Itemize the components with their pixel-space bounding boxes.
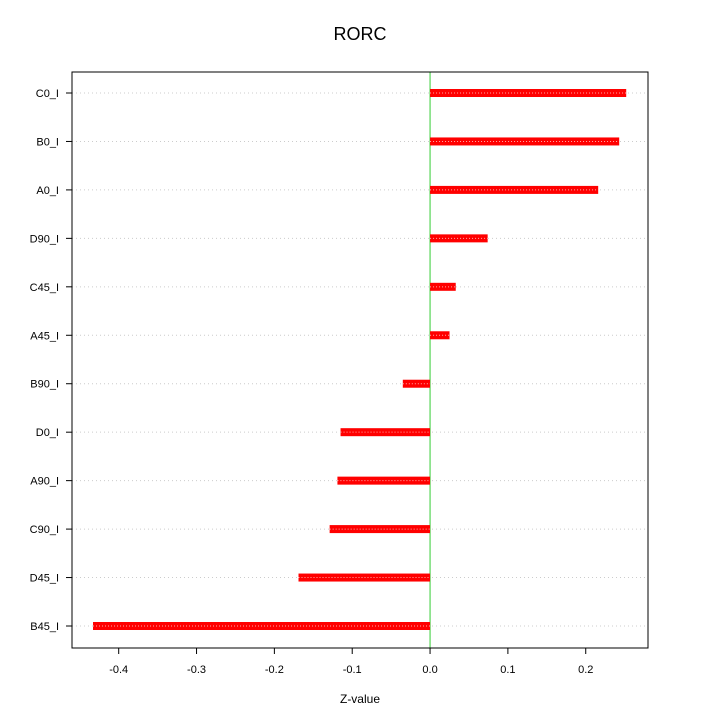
chart-title: RORC [334,24,387,44]
bar-D90_I [430,234,488,243]
bar-A90_I [337,476,431,485]
x-tick-label: 0.2 [578,664,593,676]
y-tick-label: C0_I [36,88,59,100]
y-axis: C0_I B0_I A0_I D90_I C45_I A45_I B90_I D0_I A90_… [30,88,72,633]
bar-B90_I [402,379,431,388]
y-tick-label: C45_I [30,282,59,294]
y-tick-label: A0_I [36,185,59,197]
x-axis-title: Z-value [340,692,380,706]
bars [93,89,627,630]
bar-D45_I [298,573,431,582]
x-tick-label: 0.1 [500,664,515,676]
bar-C0_I [430,89,627,97]
y-tick-label: D45_I [30,573,59,585]
x-axis: -0.4 -0.3 -0.2 -0.1 0.0 0.1 0.2 [109,647,593,676]
y-tick-label: A45_I [30,330,59,342]
y-tick-label: A90_I [30,476,59,488]
y-tick-label: D90_I [30,233,59,245]
bar-D0_I [340,428,431,437]
bar-B0_I [430,137,620,146]
x-tick-label: 0.0 [422,664,437,676]
x-tick-label: -0.1 [343,664,362,676]
y-tick-label: B0_I [36,136,59,148]
grid-lines [72,92,648,627]
bar-C90_I [329,525,431,534]
x-tick-label: -0.3 [187,664,206,676]
y-tick-label: D0_I [36,427,59,439]
x-tick-label: -0.4 [109,664,128,676]
x-tick-label: -0.2 [265,664,284,676]
y-tick-label: C90_I [30,524,59,536]
y-tick-label: B45_I [30,621,59,633]
y-tick-label: B90_I [30,379,59,391]
plot-frame [71,71,649,649]
